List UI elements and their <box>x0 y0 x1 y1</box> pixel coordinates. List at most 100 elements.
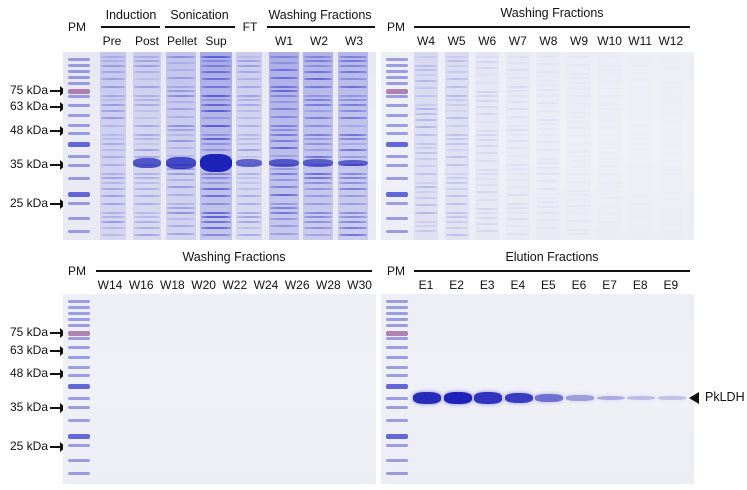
protein-band <box>237 134 261 136</box>
protein-band <box>660 134 682 136</box>
protein-band <box>415 158 437 160</box>
protein-band <box>629 212 651 214</box>
protein-band <box>415 182 437 184</box>
protein-band <box>445 182 468 184</box>
protein-band <box>445 134 468 136</box>
marker-band <box>68 89 90 94</box>
sample-lane <box>236 52 262 240</box>
protein-band <box>599 152 621 154</box>
lane-label-w5: W5 <box>447 34 466 48</box>
protein-band <box>201 138 231 140</box>
protein-band <box>339 78 367 80</box>
marker-band <box>68 300 90 303</box>
protein-band <box>339 110 367 112</box>
pkldh-band-e6 <box>566 395 594 401</box>
protein-band <box>445 86 468 88</box>
protein-band <box>237 195 261 197</box>
protein-band <box>445 125 468 127</box>
sample-lane <box>475 52 500 240</box>
marker-band <box>386 374 408 377</box>
protein-band <box>660 106 682 108</box>
protein-band <box>101 56 125 58</box>
protein-band <box>237 173 261 175</box>
marker-band <box>386 472 408 475</box>
pm-label: PM <box>68 20 86 34</box>
protein-band <box>134 195 160 197</box>
marker-band <box>68 324 90 327</box>
marker-band <box>386 82 408 85</box>
protein-band <box>568 199 590 201</box>
protein-band <box>167 116 195 118</box>
protein-band <box>445 177 468 179</box>
protein-band <box>445 110 468 112</box>
marker-band <box>386 318 408 321</box>
protein-band <box>201 78 231 80</box>
protein-band <box>201 182 231 184</box>
protein-band <box>101 164 125 166</box>
marker-band <box>386 89 408 94</box>
protein-band <box>101 234 125 236</box>
lane-label-e2: E2 <box>449 278 464 292</box>
protein-band <box>537 134 559 136</box>
protein-band <box>415 191 437 193</box>
protein-band <box>476 67 499 69</box>
protein-band <box>237 216 261 218</box>
lane-label-w11: W11 <box>628 34 653 48</box>
protein-band <box>476 230 499 232</box>
protein-band <box>304 56 332 58</box>
protein-band <box>134 60 160 62</box>
marker-band <box>386 300 408 303</box>
protein-band <box>134 95 160 97</box>
protein-band <box>339 86 367 88</box>
protein-band <box>629 203 651 205</box>
protein-band <box>445 195 468 197</box>
protein-band <box>629 95 651 97</box>
sample-lane <box>133 52 161 240</box>
protein-band <box>568 121 590 123</box>
marker-band <box>68 124 90 127</box>
protein-band <box>304 86 332 88</box>
marker-35kda: 35 kDa <box>2 400 66 414</box>
protein-band <box>476 160 499 162</box>
protein-band <box>537 110 559 112</box>
marker-band <box>386 366 408 369</box>
protein-band <box>339 104 367 106</box>
protein-band <box>445 143 468 145</box>
protein-band <box>660 56 682 58</box>
marker-63kda: 63 kDa <box>2 343 66 357</box>
protein-band <box>599 182 621 184</box>
protein-band <box>237 110 261 112</box>
protein-band <box>599 212 621 214</box>
protein-band <box>304 149 332 151</box>
protein-band <box>599 95 621 97</box>
protein-band <box>237 188 261 190</box>
induction-underline <box>101 26 160 28</box>
protein-band <box>660 139 682 141</box>
arrow-icon <box>50 159 66 170</box>
protein-band <box>568 233 590 235</box>
protein-band <box>237 177 261 179</box>
protein-band <box>476 134 499 136</box>
protein-band <box>134 143 160 145</box>
lane-label-w22: W22 <box>222 278 248 292</box>
protein-band <box>629 86 651 88</box>
protein-band <box>629 156 651 158</box>
protein-band <box>476 91 499 93</box>
overexpressed-band <box>338 159 368 167</box>
sample-lane <box>536 52 561 240</box>
protein-band <box>445 78 468 80</box>
marker-band <box>68 217 90 220</box>
protein-band <box>415 87 437 89</box>
sample-lane <box>200 52 232 240</box>
marker-band <box>68 444 90 447</box>
lane-label-w30: W30 <box>347 278 372 292</box>
protein-band <box>476 100 499 102</box>
protein-band <box>101 212 125 214</box>
protein-band <box>270 77 298 79</box>
protein-band <box>101 99 125 101</box>
protein-band <box>304 95 332 97</box>
protein-band <box>537 102 560 104</box>
protein-band <box>304 65 332 67</box>
protein-band <box>101 156 125 158</box>
marker-75kda: 75 kDa <box>2 325 66 339</box>
